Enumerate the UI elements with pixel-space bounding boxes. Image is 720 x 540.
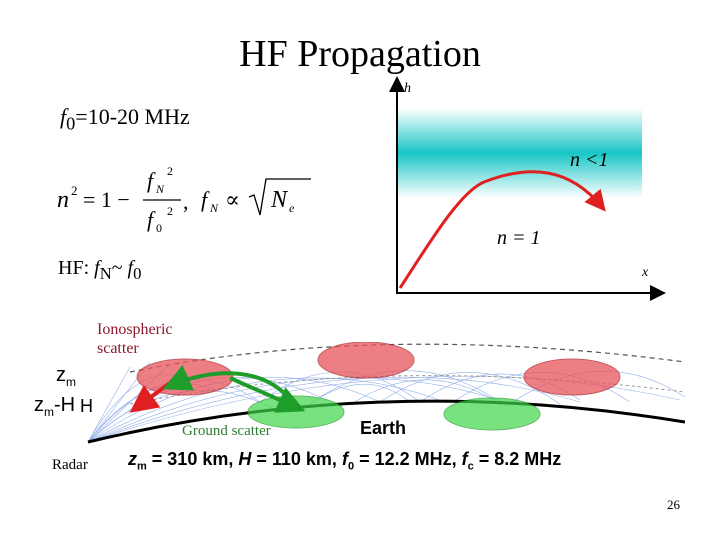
sqrt-sign — [248, 178, 311, 216]
formula-fN-power: 2 — [167, 164, 173, 178]
hf-fN: f — [94, 257, 100, 279]
ground-scatter-arrow — [229, 376, 306, 413]
hf-fN-sub: N — [99, 264, 112, 283]
hf-prefix: HF: — [58, 257, 95, 279]
ion-patch-2 — [317, 342, 415, 379]
formula-equals-one-minus: = 1 − — [83, 187, 130, 212]
freq-value: =10-20 MHz — [75, 104, 190, 129]
figure-caption: zm = 310 km, H = 110 km, f0 = 12.2 MHz, … — [128, 449, 562, 473]
ionospheric-label-line2: scatter — [97, 340, 139, 357]
formula-f0-power: 2 — [167, 204, 173, 218]
formula-f0: f — [147, 207, 156, 232]
ion-patch-1 — [136, 358, 234, 396]
earth-surface — [87, 399, 685, 444]
hf-tilde: ~ — [111, 257, 128, 279]
zm-h-label-overlay: zm-H — [34, 394, 76, 419]
refracted-ray — [398, 170, 606, 289]
label-n-equals-1: n = 1 — [497, 227, 541, 249]
formula-Ne-sub: e — [289, 201, 295, 215]
scatter-geometry-figure: Earth z m z m -H — [80, 342, 685, 482]
x-axis-label: x — [641, 265, 649, 280]
formula-Ne: N — [270, 187, 289, 213]
ionospheric-scatter-label: Ionospheric scatter — [97, 320, 207, 358]
earth-body — [88, 401, 685, 482]
slide-title: HF Propagation — [239, 33, 481, 75]
ion-patch-3 — [523, 358, 621, 396]
formula-n: n — [57, 187, 69, 213]
freq-symbol: f — [60, 104, 67, 129]
formula-comma: , — [183, 189, 189, 214]
formula-f0-sub: 0 — [156, 221, 162, 235]
radar-label: Radar — [52, 457, 88, 473]
zm-label-overlay: zm — [56, 364, 76, 389]
formula-fN-sub: N — [155, 182, 165, 196]
formula-proportional: ∝ — [225, 187, 240, 212]
zm-arc — [129, 343, 685, 373]
zm-h-label-suffix: -H — [80, 396, 93, 416]
zm-minus-h-arc — [129, 375, 685, 405]
ground-scatter-label: Ground scatter — [182, 423, 271, 439]
page-number: 26 — [667, 497, 680, 512]
freq-subscript: 0 — [66, 113, 76, 134]
hf-relation: HF: fN~ f0 — [58, 257, 141, 284]
formula-n-power: 2 — [71, 183, 78, 198]
ionospheric-label-line1: Ionospheric — [97, 321, 173, 338]
formula-prop-f: f — [201, 187, 210, 212]
ground-patch-2 — [443, 397, 541, 431]
frequency-range: f0=10-20 MHz — [60, 104, 190, 134]
formula-prop-sub: N — [209, 201, 219, 215]
refractive-index-formula: n 2 = 1 − f N 2 f 0 2 , f N ∝ N e — [57, 164, 311, 235]
formula-fN: f — [147, 168, 156, 193]
label-n-less-than-1: n <1 — [570, 149, 609, 171]
hf-f0: f — [127, 257, 134, 279]
ionospheric-refraction-diagram: h x n <1 n = 1 — [389, 76, 666, 301]
hf-f0-sub: 0 — [133, 264, 142, 283]
ionosphere-layer — [396, 108, 642, 198]
earth-label: Earth — [360, 418, 406, 438]
h-axis-label: h — [404, 81, 411, 96]
